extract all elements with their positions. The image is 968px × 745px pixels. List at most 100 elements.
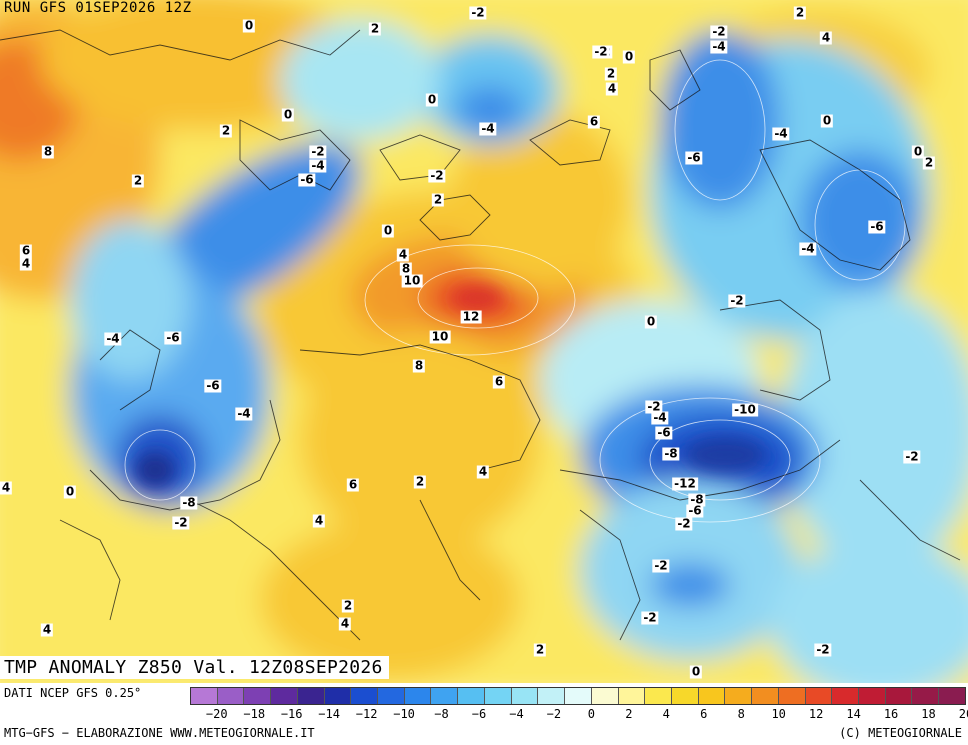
contour-label: -4 xyxy=(772,126,790,141)
colorbar-swatch xyxy=(618,688,646,704)
colorbar-tick-label: 4 xyxy=(662,707,670,721)
contour-label: -4 xyxy=(104,331,122,346)
contour-label: 4 xyxy=(312,513,326,528)
colorbar-swatch xyxy=(778,688,806,704)
anomaly-field xyxy=(0,0,968,683)
contour-label: 4 xyxy=(40,622,54,637)
colorbar-swatch xyxy=(885,688,913,704)
contour-label: 2 xyxy=(793,5,807,20)
colorbar-tick-label: −8 xyxy=(434,707,449,721)
contour-label: -4 xyxy=(479,121,497,136)
colorbar-swatch xyxy=(832,688,859,704)
contour-label: -6 xyxy=(204,378,222,393)
colorbar-swatch xyxy=(244,688,272,704)
colorbar-swatch xyxy=(725,688,753,704)
colorbar-tick-label: 8 xyxy=(737,707,745,721)
contour-label: -2 xyxy=(652,558,670,573)
colorbar-tick-label: −6 xyxy=(471,707,487,721)
colorbar-swatch xyxy=(484,688,512,704)
contour-label: -4 xyxy=(710,39,728,54)
contour-label: 0 xyxy=(242,18,256,33)
contour-label: -8 xyxy=(688,492,706,507)
colorbar-tick-label: 20 xyxy=(958,707,968,721)
contour-label: -4 xyxy=(799,241,817,256)
contour-label: -2 xyxy=(675,516,693,531)
colorbar-swatch xyxy=(671,688,699,704)
colorbar-swatch xyxy=(458,688,485,704)
colorbar-tick-label: 12 xyxy=(808,707,824,721)
contour-label: 2 xyxy=(413,474,427,489)
contour-label: -6 xyxy=(686,503,704,518)
contour-label: -2 xyxy=(814,642,832,657)
contour-label: -8 xyxy=(662,446,680,461)
contour-label: -4 xyxy=(309,158,327,173)
colorbar-tick-label: −18 xyxy=(243,707,266,721)
contour-label: 2 xyxy=(431,192,445,207)
contour-label: -4 xyxy=(651,410,669,425)
contour-label: 4 xyxy=(338,616,352,631)
contour-label: 4 xyxy=(0,480,13,495)
contour-label: 0 xyxy=(381,223,395,238)
contour-label: 2 xyxy=(131,173,145,188)
colorbar-swatch xyxy=(351,688,379,704)
colorbar-swatch xyxy=(805,688,833,704)
map-title: TMP ANOMALY Z850 Val. 12Z08SEP2026 xyxy=(0,656,389,679)
colorbar-swatch xyxy=(645,688,672,704)
colorbar xyxy=(190,687,966,705)
contour-label: -2 xyxy=(645,399,663,414)
contour-label: 2 xyxy=(368,21,382,36)
contour-label: 6 xyxy=(19,243,33,258)
contour-label: 2 xyxy=(604,66,618,81)
colorbar-tick-label: −14 xyxy=(318,707,340,721)
colorbar-swatch xyxy=(538,688,566,704)
contour-label: 0 xyxy=(820,113,834,128)
contour-label: -2 xyxy=(710,24,728,39)
colorbar-tick-label: 6 xyxy=(700,707,708,721)
colorbar-tick-label: −12 xyxy=(355,707,378,721)
legend: DATI NCEP GFS 0.25° −20 −18 −16 −14 −12 −10 −8… xyxy=(0,683,968,745)
contour-label: 4 xyxy=(396,247,410,262)
colorbar-swatch xyxy=(591,688,619,704)
contour-label: 0 xyxy=(911,144,925,159)
contour-label: -6 xyxy=(655,425,673,440)
colorbar-tick-label: 0 xyxy=(587,707,595,721)
colorbar-swatch xyxy=(191,688,218,704)
colorbar-tick-label: −4 xyxy=(509,707,524,721)
colorbar-tick-label: −16 xyxy=(280,707,303,721)
colorbar-swatch xyxy=(404,688,432,704)
contour-label: -12 xyxy=(672,476,698,491)
contour-label: 4 xyxy=(605,81,619,96)
contour-label: -6 xyxy=(868,219,886,234)
contour-label: 6 xyxy=(346,477,360,492)
colorbar-tick-label: −20 xyxy=(205,707,228,721)
run-title: RUN GFS 01SEP2026 12Z xyxy=(4,0,192,16)
colorbar-tick-label: 10 xyxy=(771,707,786,721)
colorbar-tick-label: 2 xyxy=(625,707,633,721)
contour-label: 12 xyxy=(460,309,482,324)
colorbar-swatch xyxy=(752,688,779,704)
contour-label: 0 xyxy=(644,314,658,329)
contour-label: -6 xyxy=(685,150,703,165)
credit-text: MTG−GFS − ELABORAZIONE WWW.METEOGIORNALE… xyxy=(4,726,315,740)
contour-label: 2 xyxy=(219,123,233,138)
contour-label: 2 xyxy=(341,598,355,613)
contour-label: -2 xyxy=(309,144,327,159)
contour-label: 2 xyxy=(533,642,547,657)
colorbar-swatch xyxy=(912,688,940,704)
colorbar-ticks: −20 −18 −16 −14 −12 −10 −8 −6 −4 −2 0 2 4 6 8 10 12 14 16 1… xyxy=(190,707,968,723)
colorbar-tick-label: 14 xyxy=(846,707,861,721)
colorbar-tick-label: −10 xyxy=(393,707,415,721)
contour-label: 4 xyxy=(819,30,833,45)
contour-label: 4 xyxy=(476,464,490,479)
contour-label: -2 xyxy=(641,610,659,625)
contour-label: 8 xyxy=(399,261,413,276)
contour-label: 8 xyxy=(41,144,55,159)
colorbar-swatch xyxy=(511,688,539,704)
contour-label: -6 xyxy=(164,330,182,345)
contour-label: -2 xyxy=(172,515,190,530)
colorbar-swatch xyxy=(431,688,459,704)
contour-label: -2 xyxy=(469,5,487,20)
contour-label: -2 xyxy=(592,44,610,59)
contour-label: 0 xyxy=(425,92,439,107)
contour-label: -4 xyxy=(235,406,253,421)
